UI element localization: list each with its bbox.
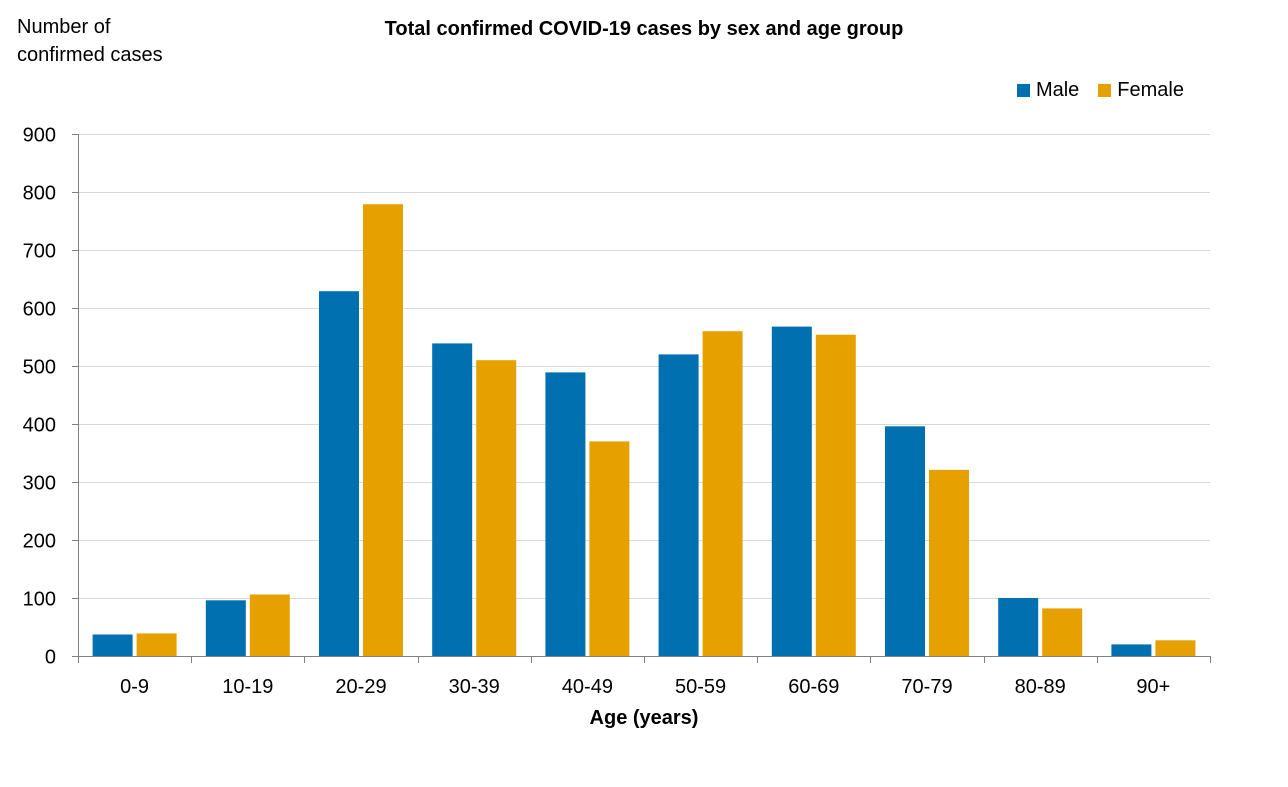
bar-male-0-9 (92, 634, 133, 656)
bar-male-80-89 (998, 598, 1039, 656)
bar-male-60-69 (771, 326, 812, 656)
legend-swatch-male (1016, 84, 1030, 97)
bar-female-10-19 (249, 594, 290, 656)
bar-male-50-59 (658, 354, 699, 656)
x-tick-label: 10-19 (222, 676, 273, 698)
y-tick-label: 700 (23, 241, 56, 263)
legend-label-female: Female (1117, 79, 1184, 101)
y-tick-label: 400 (23, 415, 56, 437)
x-tick-label: 80-89 (1015, 676, 1066, 698)
x-tick-label: 70-79 (901, 676, 952, 698)
legend: Male Female (997, 79, 1184, 102)
x-tick-label: 20-29 (335, 676, 386, 698)
y-tick-label: 100 (23, 589, 56, 611)
bar-female-90+ (1155, 640, 1196, 656)
bar-female-30-39 (476, 360, 517, 656)
bar-female-80-89 (1042, 608, 1083, 656)
chart-title: Total confirmed COVID-19 cases by sex an… (384, 18, 904, 40)
x-tick-label: 30-39 (449, 676, 500, 698)
bar-male-70-79 (885, 426, 925, 656)
legend-swatch-female (1098, 84, 1112, 97)
x-tick-label: 50-59 (675, 676, 726, 698)
bar-female-40-49 (589, 441, 630, 656)
chart-title-container: Total confirmed COVID-19 cases by sex an… (0, 18, 1288, 41)
y-tick-label: 0 (45, 647, 56, 669)
bar-female-0-9 (136, 633, 177, 656)
bar-female-50-59 (702, 331, 743, 656)
y-axis-label-line-2: confirmed cases (17, 44, 163, 66)
y-tick-label: 800 (23, 183, 56, 205)
legend-label-male: Male (1035, 79, 1080, 101)
y-tick-label: 300 (23, 473, 56, 495)
x-tick-label: 90+ (1136, 676, 1170, 698)
x-axis-label: Age (years) (589, 707, 699, 729)
y-axis-label-line-1: Number of (17, 16, 111, 38)
y-tick-label: 200 (23, 531, 56, 553)
bar-female-70-79 (929, 469, 969, 656)
bar-male-30-39 (432, 343, 473, 656)
legend-item-female: Female (1098, 79, 1184, 102)
x-tick-label: 60-69 (788, 676, 839, 698)
bar-female-20-29 (363, 204, 403, 656)
y-tick-label: 900 (23, 125, 56, 147)
bar-female-60-69 (815, 334, 856, 656)
legend-item-male: Male (1016, 79, 1080, 102)
x-tick-label: 40-49 (562, 676, 613, 698)
y-tick-label: 500 (23, 357, 56, 379)
bar-male-40-49 (545, 372, 586, 656)
bar-male-10-19 (205, 600, 246, 656)
bar-male-20-29 (319, 291, 359, 656)
y-tick-label: 600 (23, 299, 56, 321)
x-tick-label: 0-9 (120, 676, 149, 698)
bar-male-90+ (1111, 644, 1152, 656)
